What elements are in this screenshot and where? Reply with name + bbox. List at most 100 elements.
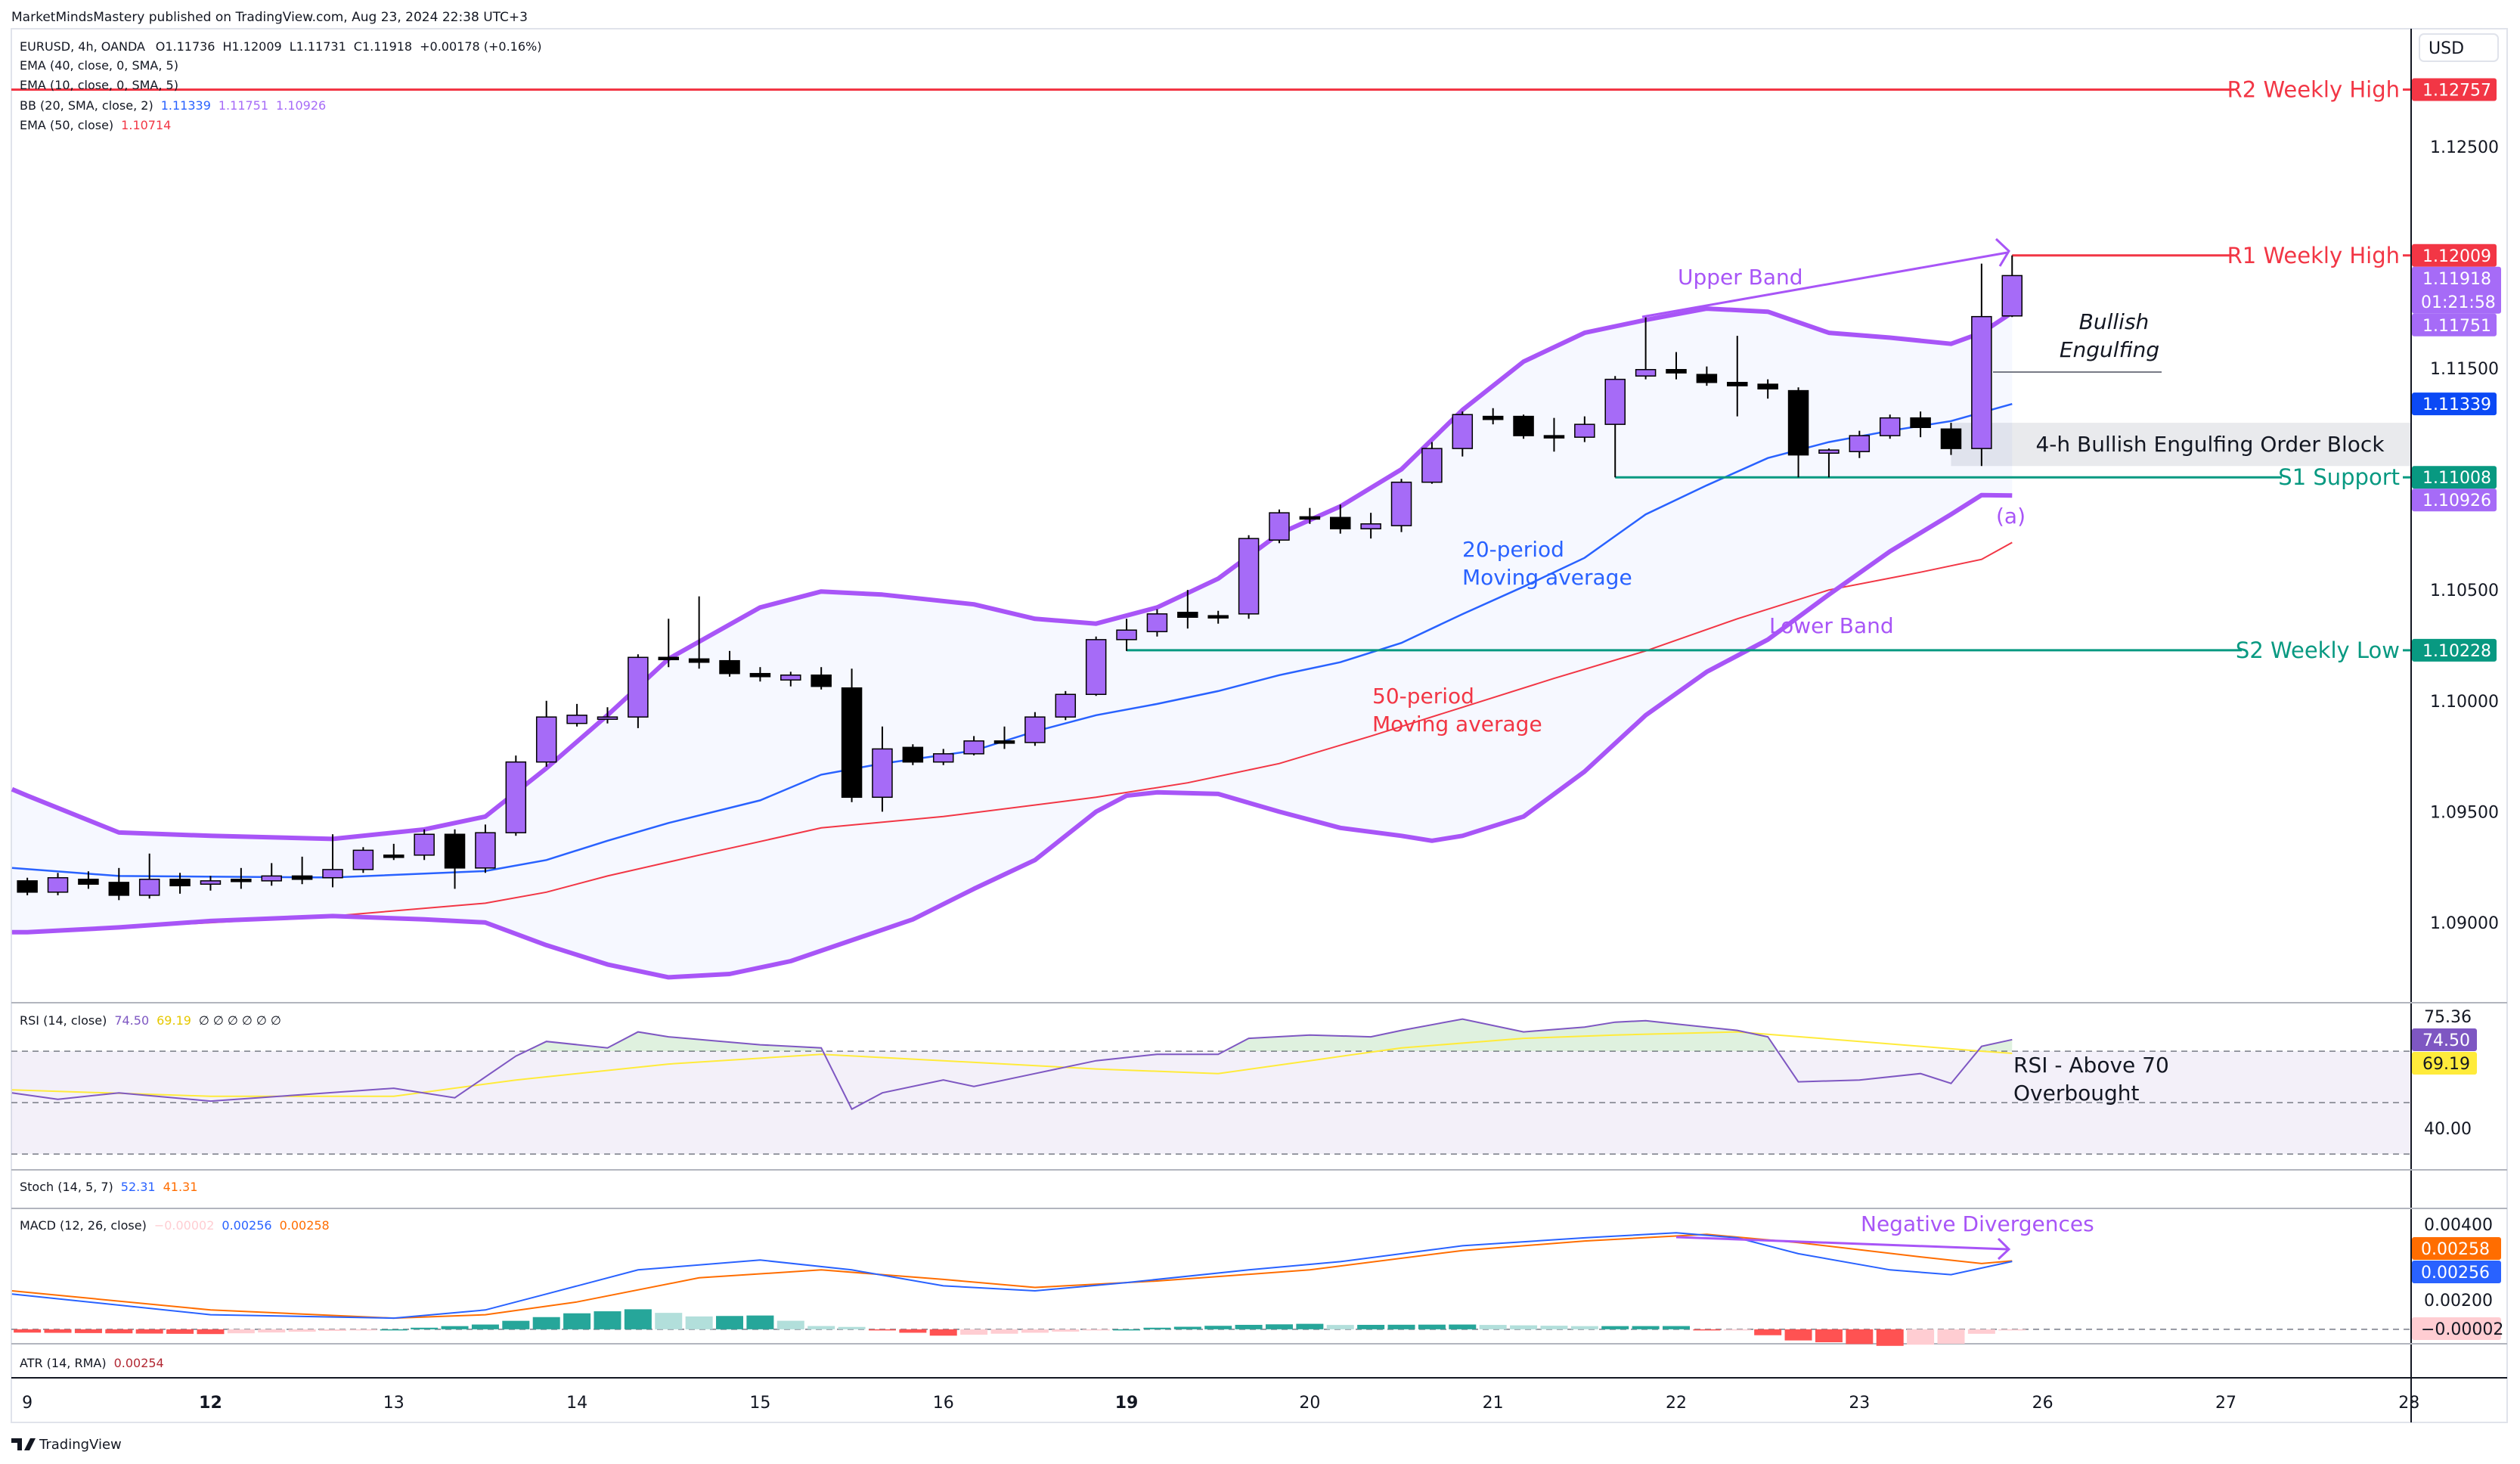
- macd-histogram-bar: [1021, 1329, 1049, 1333]
- candle-body: [1238, 538, 1260, 615]
- macd-histogram-bar: [655, 1313, 683, 1329]
- negative-divergence-label: Negative Divergences: [1861, 1211, 2094, 1236]
- macd-histogram-bar: [258, 1329, 286, 1333]
- macd-histogram-bar: [471, 1324, 499, 1329]
- macd-histogram-bar: [1357, 1324, 1385, 1329]
- candle: [505, 755, 527, 836]
- level-label: S1 Support: [2278, 464, 2400, 490]
- macd-histogram-bar: [1815, 1329, 1843, 1342]
- currency-label: USD: [2429, 39, 2464, 58]
- level-lines: R2 Weekly High R1 Weekly High S1 Support S2…: [11, 76, 2411, 663]
- time-tick-label: 19: [1115, 1394, 1139, 1413]
- engulfing-label: Engulfing: [2060, 337, 2159, 362]
- candle: [658, 619, 679, 668]
- macd-histogram-bar: [1784, 1329, 1812, 1341]
- macd-histogram-bar: [594, 1311, 621, 1329]
- time-tick-label: 27: [2215, 1394, 2236, 1413]
- candle-body: [1390, 481, 1412, 526]
- arrowhead-icon: [1995, 237, 2010, 267]
- arrowhead-icon: [1997, 1237, 2011, 1261]
- candle: [78, 871, 99, 889]
- time-axis[interactable]: 9 12 13 14 15 16 19 20 21 22 23 26 27 28: [22, 1394, 2419, 1413]
- price-tag: [2412, 313, 2497, 337]
- macd-histogram-bar: [1235, 1324, 1263, 1329]
- candle-body: [841, 687, 863, 799]
- macd-histogram-bar: [624, 1309, 652, 1329]
- divergence-arrow: [1675, 1236, 2008, 1251]
- price-tag-label: 1.11751: [2422, 317, 2491, 336]
- macd-histogram-bar: [1693, 1329, 1721, 1331]
- macd-pane: 0.00400 0.00200 0.00258 0.00256 −0.00002: [11, 1216, 2503, 1346]
- macd-histogram-bar: [1632, 1326, 1660, 1329]
- bullish-label: Bullish: [2079, 309, 2150, 334]
- annotations: Upper Band Bullish Engulfing 4-h Bullish…: [1372, 237, 2385, 737]
- candle-body: [1269, 512, 1290, 541]
- macd-histogram-bar: [105, 1329, 133, 1334]
- macd-histogram-bar: [1510, 1325, 1538, 1329]
- macd-histogram-bar: [1052, 1329, 1080, 1332]
- candle: [2001, 255, 2023, 318]
- macd-histogram-bar: [960, 1329, 988, 1335]
- price-tick-label: 1.11500: [2430, 360, 2499, 379]
- candle-body: [261, 875, 282, 882]
- stoch-legend: Stoch (14, 5, 7) 52.31 41.31: [20, 1180, 197, 1194]
- price-tick-label: 1.09500: [2430, 803, 2499, 822]
- candle-body: [1452, 414, 1474, 449]
- candle-body: [688, 658, 710, 663]
- macd-histogram-bar: [685, 1316, 713, 1329]
- price-tag-label: 1.11339: [2422, 395, 2491, 414]
- price-tag-label: 1.11918: [2422, 270, 2491, 289]
- legend: EURUSD, 4h, OANDA O1.11736 H1.12009 L1.1173…: [20, 39, 541, 132]
- candle: [535, 700, 557, 767]
- macd-histogram-bar: [349, 1329, 377, 1331]
- candles: [17, 255, 2023, 901]
- candle: [47, 873, 69, 895]
- macd-histogram-bar: [1663, 1326, 1691, 1329]
- time-tick-label: 9: [22, 1394, 33, 1413]
- legend-ema40: EMA (40, close, 0, SMA, 5): [20, 58, 178, 73]
- candle-body: [1666, 368, 1687, 374]
- legend-bb: BB (20, SMA, close, 2) 1.11339 1.11751 1.10…: [20, 98, 326, 113]
- candle: [1666, 352, 1687, 380]
- candle-body: [566, 715, 587, 724]
- macd-tag-label: 0.00258: [2421, 1240, 2490, 1259]
- currency-button[interactable]: [2419, 33, 2499, 62]
- legend-ema50: EMA (50, close) 1.10714: [20, 118, 171, 132]
- time-tick-label: 26: [2032, 1394, 2054, 1413]
- candle: [1421, 442, 1443, 484]
- candle: [475, 824, 496, 873]
- candle: [1787, 387, 1809, 478]
- candle: [597, 707, 618, 724]
- candle: [688, 596, 710, 669]
- candle-body: [597, 716, 618, 720]
- price-axis[interactable]: 1.12500 1.11500 1.10500 1.10000 1.09500 1.090…: [2412, 78, 2501, 933]
- macd-histogram-bar: [166, 1329, 194, 1334]
- candle: [1482, 408, 1504, 425]
- price-tag-label: 1.12757: [2422, 81, 2491, 100]
- candle: [1696, 366, 1718, 386]
- macd-histogram-bar: [44, 1329, 72, 1333]
- candle-body: [658, 656, 679, 661]
- macd-tick-label: 0.00400: [2424, 1216, 2493, 1235]
- price-tag-label: 1.10228: [2422, 642, 2491, 661]
- rsi-tick-label: 40.00: [2424, 1120, 2472, 1139]
- price-tick-label: 1.09000: [2430, 914, 2499, 933]
- candle-body: [780, 675, 801, 681]
- price-tick-label: 1.12500: [2430, 138, 2499, 157]
- macd-histogram-bar: [776, 1320, 804, 1329]
- macd-histogram-bar: [14, 1329, 42, 1333]
- price-tag: [2412, 78, 2497, 101]
- macd-histogram-bar: [135, 1329, 163, 1334]
- candle-body: [811, 675, 832, 687]
- candle: [872, 726, 893, 812]
- candle: [1971, 263, 1992, 467]
- tradingview-logo: TradingView: [11, 1437, 122, 1453]
- candle-body: [1849, 435, 1871, 452]
- candle: [1818, 448, 1840, 478]
- ma20-label-line2: Moving average: [1462, 565, 1632, 590]
- ma50-label-line2: Moving average: [1372, 712, 1542, 737]
- macd-histogram-bar: [563, 1313, 591, 1329]
- macd-tag-label: 0.00256: [2421, 1264, 2490, 1283]
- ma20-label-line1: 20-period: [1462, 537, 1564, 562]
